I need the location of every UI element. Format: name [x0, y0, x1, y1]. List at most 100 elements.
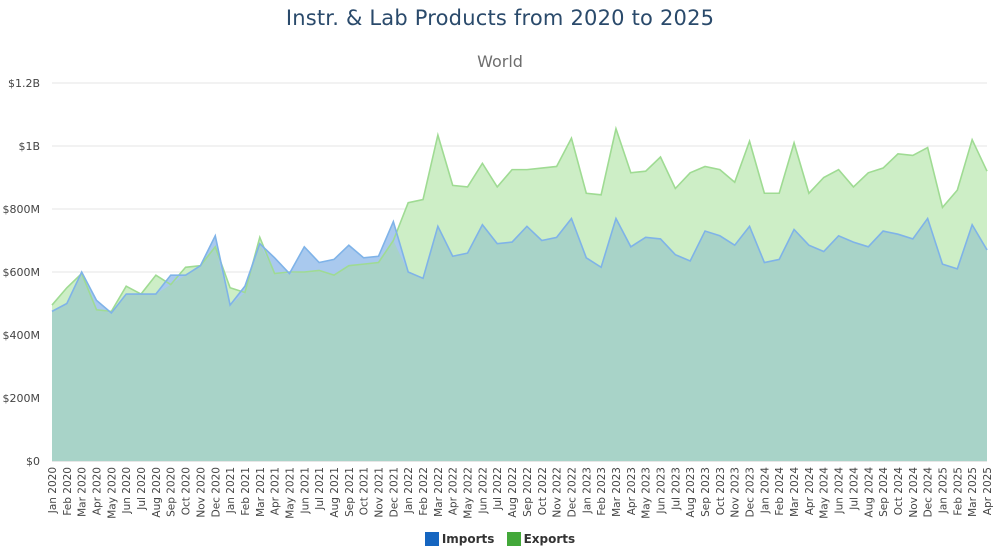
exports-point[interactable]	[480, 161, 484, 165]
imports-point[interactable]	[124, 292, 128, 296]
imports-point[interactable]	[955, 267, 959, 271]
imports-point[interactable]	[569, 216, 573, 220]
exports-point[interactable]	[926, 146, 930, 150]
exports-point[interactable]	[124, 284, 128, 288]
imports-point[interactable]	[406, 270, 410, 274]
exports-point[interactable]	[733, 180, 737, 184]
exports-point[interactable]	[273, 272, 277, 276]
imports-point[interactable]	[748, 224, 752, 228]
imports-point[interactable]	[451, 254, 455, 258]
exports-point[interactable]	[421, 198, 425, 202]
imports-point[interactable]	[495, 242, 499, 246]
imports-point[interactable]	[792, 227, 796, 231]
exports-point[interactable]	[644, 169, 648, 173]
imports-point[interactable]	[926, 216, 930, 220]
imports-point[interactable]	[273, 256, 277, 260]
imports-point[interactable]	[510, 240, 514, 244]
exports-point[interactable]	[658, 155, 662, 159]
imports-point[interactable]	[332, 257, 336, 261]
exports-point[interactable]	[198, 264, 202, 268]
imports-point[interactable]	[362, 256, 366, 260]
exports-point[interactable]	[50, 303, 54, 307]
exports-point[interactable]	[881, 166, 885, 170]
legend-item-exports[interactable]: Exports	[506, 532, 575, 546]
exports-point[interactable]	[970, 138, 974, 142]
exports-point[interactable]	[584, 191, 588, 195]
imports-point[interactable]	[377, 254, 381, 258]
exports-point[interactable]	[109, 309, 113, 313]
imports-point[interactable]	[50, 309, 54, 313]
imports-point[interactable]	[480, 223, 484, 227]
exports-point[interactable]	[911, 153, 915, 157]
exports-point[interactable]	[896, 152, 900, 156]
exports-point[interactable]	[302, 270, 306, 274]
imports-point[interactable]	[540, 239, 544, 243]
imports-point[interactable]	[302, 245, 306, 249]
imports-point[interactable]	[688, 259, 692, 263]
exports-point[interactable]	[866, 171, 870, 175]
exports-point[interactable]	[65, 286, 69, 290]
imports-point[interactable]	[866, 245, 870, 249]
exports-point[interactable]	[258, 235, 262, 239]
imports-point[interactable]	[985, 248, 989, 252]
imports-point[interactable]	[599, 265, 603, 269]
imports-point[interactable]	[228, 303, 232, 307]
exports-point[interactable]	[822, 176, 826, 180]
exports-point[interactable]	[228, 286, 232, 290]
imports-point[interactable]	[762, 261, 766, 265]
exports-point[interactable]	[362, 262, 366, 266]
imports-point[interactable]	[243, 284, 247, 288]
imports-point[interactable]	[644, 235, 648, 239]
exports-point[interactable]	[985, 169, 989, 173]
imports-point[interactable]	[317, 261, 321, 265]
exports-point[interactable]	[287, 270, 291, 274]
exports-point[interactable]	[80, 272, 84, 276]
legend-item-imports[interactable]: Imports	[424, 532, 494, 546]
imports-point[interactable]	[673, 253, 677, 257]
exports-point[interactable]	[451, 183, 455, 187]
imports-point[interactable]	[614, 216, 618, 220]
exports-point[interactable]	[184, 265, 188, 269]
exports-point[interactable]	[510, 168, 514, 172]
exports-point[interactable]	[762, 191, 766, 195]
imports-point[interactable]	[466, 251, 470, 255]
exports-point[interactable]	[807, 191, 811, 195]
imports-point[interactable]	[154, 292, 158, 296]
imports-point[interactable]	[391, 220, 395, 224]
imports-point[interactable]	[970, 223, 974, 227]
imports-point[interactable]	[807, 243, 811, 247]
imports-point[interactable]	[629, 245, 633, 249]
imports-point[interactable]	[777, 257, 781, 261]
exports-point[interactable]	[629, 171, 633, 175]
exports-point[interactable]	[777, 191, 781, 195]
imports-point[interactable]	[169, 273, 173, 277]
imports-point[interactable]	[421, 276, 425, 280]
imports-point[interactable]	[65, 302, 69, 306]
exports-point[interactable]	[940, 205, 944, 209]
exports-point[interactable]	[569, 136, 573, 140]
imports-point[interactable]	[347, 243, 351, 247]
imports-point[interactable]	[940, 262, 944, 266]
exports-point[interactable]	[688, 171, 692, 175]
imports-point[interactable]	[436, 224, 440, 228]
exports-point[interactable]	[748, 139, 752, 143]
imports-point[interactable]	[95, 298, 99, 302]
exports-point[interactable]	[466, 185, 470, 189]
exports-point[interactable]	[673, 187, 677, 191]
exports-point[interactable]	[213, 245, 217, 249]
imports-point[interactable]	[733, 243, 737, 247]
exports-point[interactable]	[139, 292, 143, 296]
exports-point[interactable]	[406, 201, 410, 205]
imports-point[interactable]	[555, 235, 559, 239]
exports-point[interactable]	[391, 239, 395, 243]
exports-point[interactable]	[614, 127, 618, 131]
exports-point[interactable]	[703, 164, 707, 168]
imports-point[interactable]	[525, 224, 529, 228]
imports-point[interactable]	[837, 234, 841, 238]
exports-point[interactable]	[436, 133, 440, 137]
exports-point[interactable]	[718, 168, 722, 172]
exports-point[interactable]	[169, 283, 173, 287]
imports-point[interactable]	[703, 229, 707, 233]
imports-point[interactable]	[851, 240, 855, 244]
exports-point[interactable]	[317, 268, 321, 272]
